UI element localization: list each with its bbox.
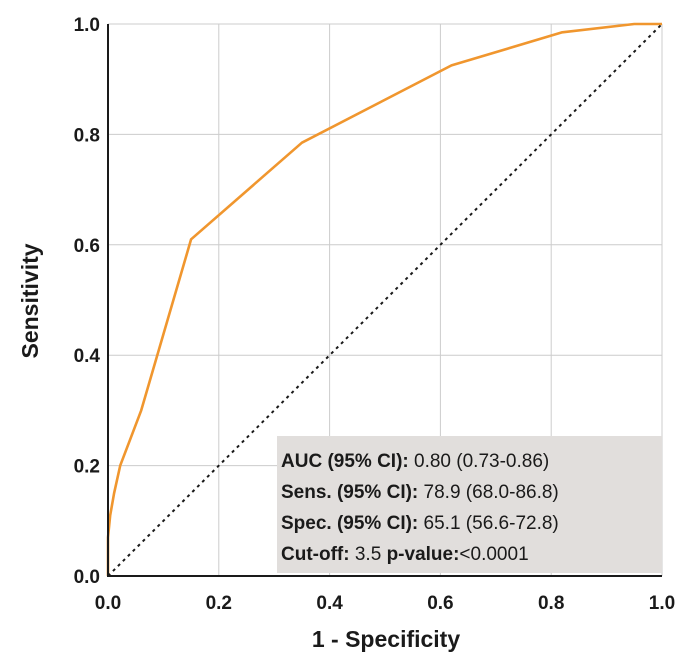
series-lines [106,22,663,577]
x-tick-label-1: 0.2 [206,593,232,614]
x-tick-label-3: 0.6 [427,593,453,614]
stats-segment-3-2: p-value: [387,544,460,565]
y-tick-label-5: 1.0 [74,15,100,36]
stats-segment-0-0: AUC (95% CI): [281,451,414,472]
x-tick-label-0: 0.0 [95,593,121,614]
x-tick-label-5: 1.0 [649,593,675,614]
stats-segment-2-1: 65.1 (56.6-72.8) [424,513,559,534]
stats-segment-2-0: Spec. (95% CI): [281,513,424,534]
axes [107,24,662,577]
stats-segment-1-0: Sens. (95% CI): [281,482,424,503]
tick-labels: 0.0 0.2 0.4 0.6 0.8 1.0 0.0 0.2 0.4 0.6 0.8 1.0 [74,15,676,614]
y-tick-label-3: 0.6 [74,236,100,257]
stats-segment-3-0: Cut-off: [281,544,355,565]
stats-box [277,436,662,573]
y-axis-label: Sensitivity [17,243,43,358]
roc-curve [106,22,662,576]
y-tick-label-1: 0.2 [74,457,100,478]
x-tick-label-4: 0.8 [538,593,564,614]
x-axis-label: 1 - Specificity [312,626,460,652]
y-tick-label-2: 0.4 [74,346,101,367]
x-tick-label-2: 0.4 [316,593,343,614]
stats-segment-3-3: <0.0001 [459,544,528,565]
stats-annotation: AUC (95% CI): 0.80 (0.73-0.86) Sens. (95%… [277,436,662,573]
stats-segment-3-1: 3.5 [355,544,387,565]
stats-segment-1-1: 78.9 (68.0-86.8) [424,482,559,503]
stats-line-2: Spec. (95% CI): 65.1 (56.6-72.8) [281,513,559,534]
y-tick-label-0: 0.0 [74,567,100,588]
reference-diagonal-line [107,23,663,577]
stats-line-3: Cut-off: 3.5 p-value:<0.0001 [281,544,529,565]
stats-line-1: Sens. (95% CI): 78.9 (68.0-86.8) [281,482,559,503]
stats-line-0: AUC (95% CI): 0.80 (0.73-0.86) [281,451,549,472]
y-tick-label-4: 0.8 [74,125,100,146]
stats-segment-0-1: 0.80 (0.73-0.86) [414,451,549,472]
